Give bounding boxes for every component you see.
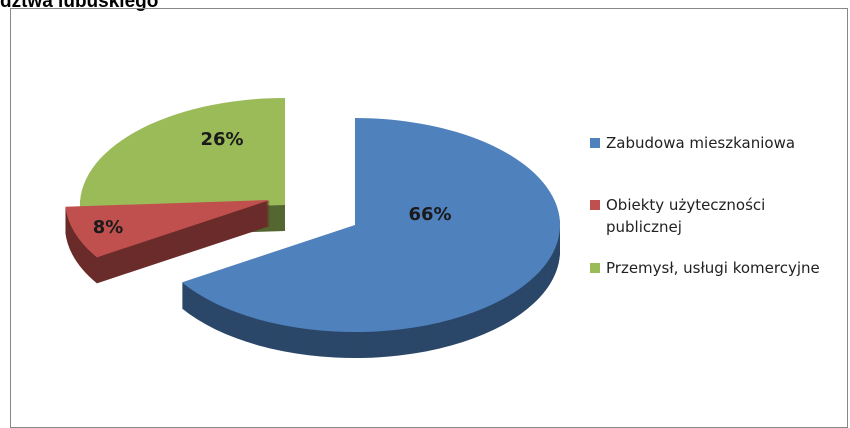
data-label: 66% [408, 204, 451, 225]
legend-item: Zabudowa mieszkaniowa [590, 132, 795, 154]
legend-item: Przemysł, usługi komercyjne [590, 257, 820, 279]
legend-swatch [590, 263, 600, 273]
legend-item: Obiekty użyteczności publicznej [590, 194, 796, 238]
chart-title: dztwa lubuskiego [0, 0, 159, 12]
legend-label: Obiekty użyteczności publicznej [606, 196, 766, 236]
slice-group [65, 200, 271, 284]
legend-label: Przemysł, usługi komercyjne [606, 259, 820, 277]
legend-swatch [590, 200, 600, 210]
legend-label: Zabudowa mieszkaniowa [606, 134, 796, 152]
data-label: 26% [200, 129, 243, 150]
chart: 26% 8% 66% [65, 98, 560, 358]
pie-slice [79, 98, 285, 212]
legend-swatch [590, 138, 600, 148]
slice-group [181, 118, 560, 358]
data-label: 8% [93, 217, 124, 238]
pie-slice [181, 118, 560, 333]
pie-slice [65, 200, 271, 258]
